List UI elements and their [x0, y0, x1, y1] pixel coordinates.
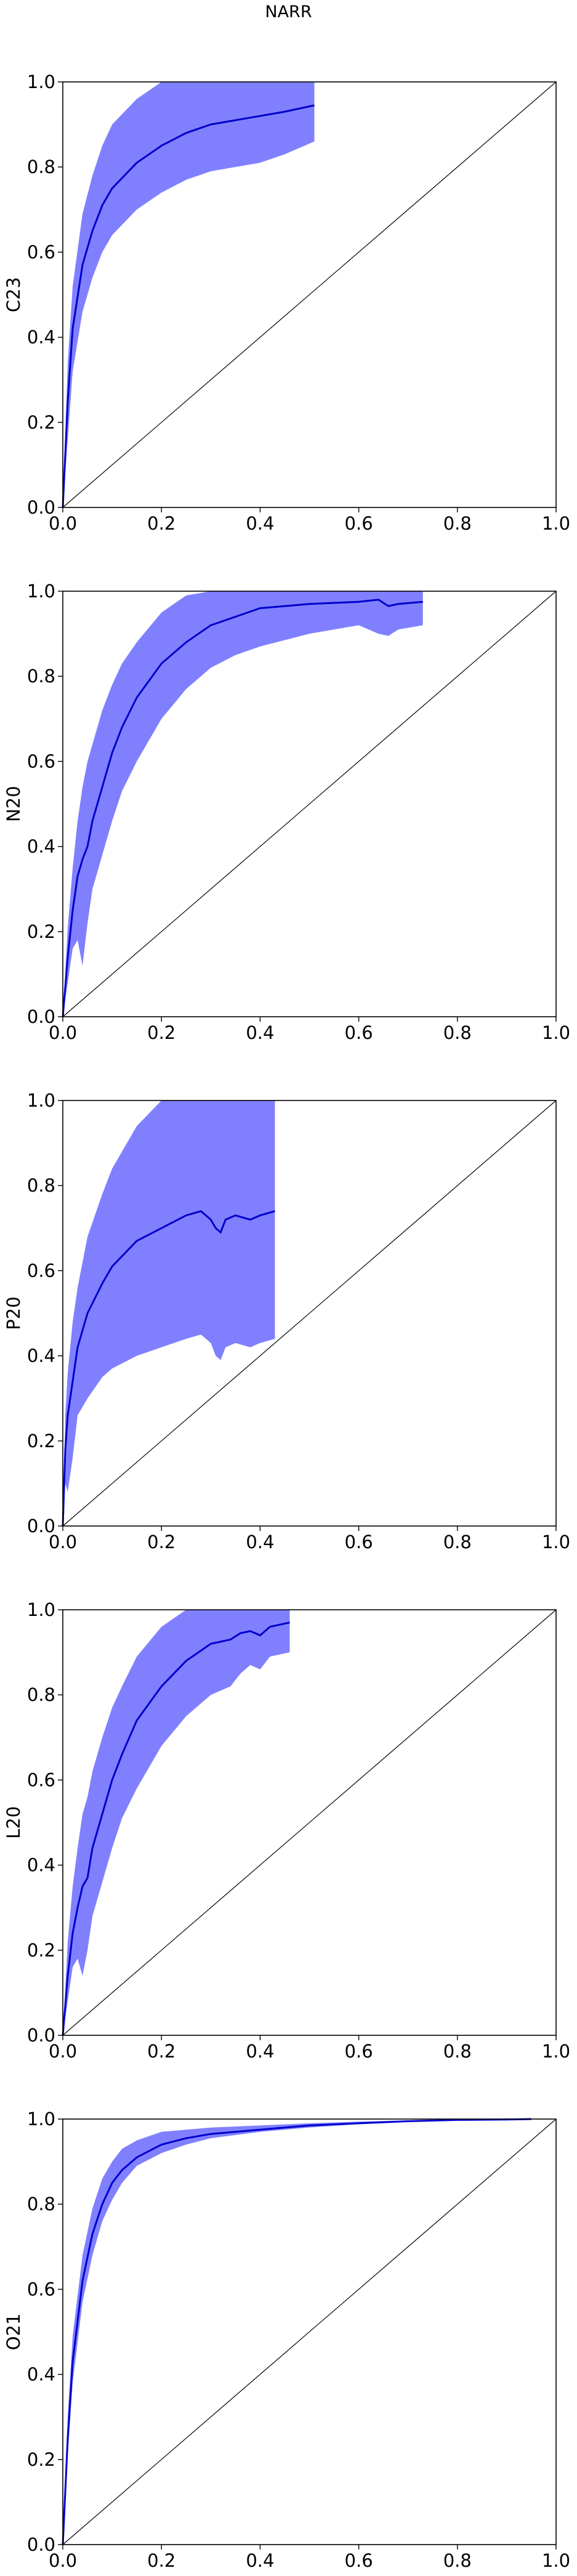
- chart-3-y-tick-label: 0.2: [27, 1431, 55, 1452]
- chart-1-y-tick-label: 0.6: [27, 241, 55, 262]
- chart-4-x-tick-label: 1.0: [542, 2041, 570, 2062]
- chart-3-axes-frame: [62, 1100, 557, 1527]
- chart-4-y-axis-label: L20: [3, 1806, 24, 1839]
- chart-1-y-tick-label: 1.0: [27, 71, 55, 92]
- chart-2-x-tick-label: 0.2: [147, 1022, 176, 1043]
- chart-1-y-tick-label: 0.4: [27, 327, 55, 348]
- chart-4-y-tick-label: 1.0: [27, 1599, 55, 1620]
- chart-3-y-tick-label: 0.6: [27, 1260, 55, 1281]
- chart-3-diagonal-line: [62, 1100, 557, 1527]
- chart-1-x-tick-label: 0.2: [147, 513, 176, 534]
- chart-3-y-tick-label: 1.0: [27, 1090, 55, 1111]
- chart-5-y-tick-label: 0.0: [27, 2534, 55, 2555]
- chart-2-confidence-band: [63, 591, 423, 1017]
- chart-1-x-tick-label: 1.0: [542, 513, 570, 534]
- figure-title: NARR: [265, 2, 312, 22]
- chart-1-mean-line: [62, 104, 315, 508]
- chart-2-x-tick-label: 0.6: [345, 1022, 373, 1043]
- chart-3-y-tick-label: 0.0: [27, 1516, 55, 1536]
- chart-5-y-tick-label: 0.6: [27, 2279, 55, 2299]
- chart-2-y-tick-label: 0.8: [27, 666, 55, 687]
- chart-5-y-tick-label: 0.2: [27, 2449, 55, 2470]
- chart-1-confidence-band: [63, 82, 315, 507]
- chart-2-y-tick-label: 0.0: [27, 1006, 55, 1027]
- chart-2-y-axis-label: N20: [3, 786, 24, 822]
- chart-3-confidence-band: [63, 1100, 275, 1526]
- chart-4-mean-line: [62, 1621, 290, 2036]
- chart-1-x-tick-label: 0.6: [345, 513, 373, 534]
- chart-5-x-tick-label: 0.2: [147, 2550, 176, 2571]
- chart-1-y-tick-label: 0.2: [27, 412, 55, 433]
- chart-3-x-tick-label: 0.8: [443, 1532, 472, 1552]
- chart-5-diagonal-line: [62, 2118, 557, 2545]
- chart-2-x-tick-label: 0.0: [49, 1022, 77, 1043]
- chart-3-x-tick-label: 0.6: [345, 1532, 373, 1552]
- chart-5-axes-frame: [62, 2118, 557, 2545]
- chart-2-x-tick-label: 0.4: [246, 1022, 274, 1043]
- chart-3-mean-line: [62, 1210, 275, 1527]
- chart-5-y-tick-label: 0.4: [27, 2364, 55, 2385]
- chart-1-y-axis-label: C23: [3, 277, 24, 312]
- chart-2-y-tick-label: 0.2: [27, 921, 55, 942]
- chart-2-diagonal-line: [62, 591, 557, 1017]
- chart-2-axes-frame: [62, 591, 557, 1017]
- chart-5-mean-line: [62, 2118, 531, 2545]
- chart-1-x-tick-label: 0.4: [246, 513, 274, 534]
- chart-2-y-tick-label: 0.4: [27, 836, 55, 857]
- chart-4-x-tick-label: 0.2: [147, 2041, 176, 2062]
- chart-4-y-tick-label: 0.8: [27, 1684, 55, 1705]
- chart-5-y-tick-label: 1.0: [27, 2109, 55, 2130]
- chart-5-x-tick-label: 0.0: [49, 2550, 77, 2571]
- chart-5-y-axis-label: O21: [3, 2314, 24, 2351]
- chart-1-y-tick-label: 0.0: [27, 497, 55, 518]
- chart-1-diagonal-line: [62, 81, 557, 508]
- chart-5-x-tick-label: 0.4: [246, 2550, 274, 2571]
- chart-1-y-tick-label: 0.8: [27, 156, 55, 177]
- chart-5-confidence-band: [63, 2119, 531, 2545]
- chart-2-x-tick-label: 1.0: [542, 1022, 570, 1043]
- chart-4-confidence-band: [63, 1610, 290, 2035]
- chart-4-axes-frame: [62, 1609, 557, 2036]
- chart-2-mean-line: [62, 599, 423, 1017]
- chart-4-x-tick-label: 0.0: [49, 2041, 77, 2062]
- chart-3-y-tick-label: 0.4: [27, 1346, 55, 1367]
- chart-1-x-tick-label: 0.0: [49, 513, 77, 534]
- chart-4-x-tick-label: 0.4: [246, 2041, 274, 2062]
- chart-3-y-tick-label: 0.8: [27, 1175, 55, 1196]
- chart-4-y-tick-label: 0.0: [27, 2025, 55, 2046]
- chart-5-x-tick-label: 1.0: [542, 2550, 570, 2571]
- chart-4-y-tick-label: 0.2: [27, 1940, 55, 1961]
- chart-4-y-tick-label: 0.4: [27, 1855, 55, 1876]
- chart-5-x-tick-label: 0.6: [345, 2550, 373, 2571]
- chart-3-x-tick-label: 0.2: [147, 1532, 176, 1552]
- chart-2-y-tick-label: 0.6: [27, 751, 55, 772]
- chart-5-x-tick-label: 0.8: [443, 2550, 472, 2571]
- chart-4-y-tick-label: 0.6: [27, 1769, 55, 1790]
- chart-2-x-tick-label: 0.8: [443, 1022, 472, 1043]
- chart-3-y-axis-label: P20: [3, 1296, 24, 1330]
- chart-4-x-tick-label: 0.6: [345, 2041, 373, 2062]
- chart-3-x-tick-label: 0.4: [246, 1532, 274, 1552]
- chart-3-x-tick-label: 1.0: [542, 1532, 570, 1552]
- chart-1-axes-frame: [62, 81, 557, 508]
- chart-4-diagonal-line: [62, 1609, 557, 2036]
- chart-4-x-tick-label: 0.8: [443, 2041, 472, 2062]
- chart-5-y-tick-label: 0.8: [27, 2194, 55, 2215]
- chart-2-y-tick-label: 1.0: [27, 581, 55, 602]
- chart-1-x-tick-label: 0.8: [443, 513, 472, 534]
- chart-3-x-tick-label: 0.0: [49, 1532, 77, 1552]
